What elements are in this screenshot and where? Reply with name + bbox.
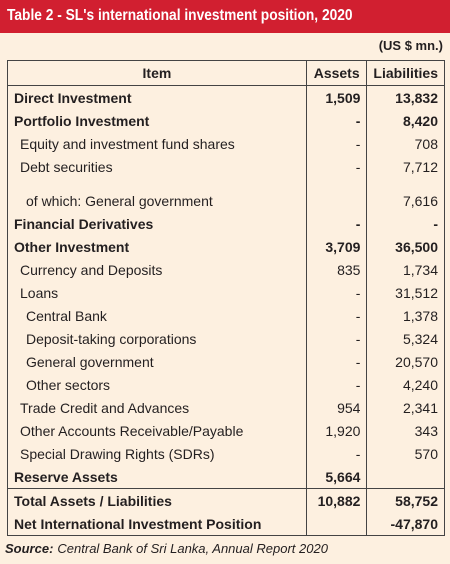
column-header: Item bbox=[7, 60, 307, 86]
row-label: Deposit-taking corporations bbox=[7, 327, 307, 350]
source-text: Central Bank of Sri Lanka, Annual Report… bbox=[57, 541, 328, 556]
cell-value: 1,378 bbox=[366, 304, 445, 327]
table-row: Other sectors -4,240 bbox=[7, 373, 445, 396]
row-label: Trade Credit and Advances bbox=[7, 396, 307, 419]
cell-value bbox=[305, 512, 368, 536]
source: Source: Central Bank of Sri Lanka, Annual… bbox=[5, 541, 328, 556]
row-label: Reserve Assets bbox=[7, 465, 307, 489]
row-label: Equity and investment fund shares bbox=[7, 132, 307, 155]
cell-value: 36,500 bbox=[366, 235, 445, 258]
cell-value: 58,752 bbox=[366, 488, 445, 512]
cell-value: -47,870 bbox=[366, 512, 445, 536]
cell-value: - bbox=[305, 442, 368, 465]
row-label: Net International Investment Position bbox=[7, 512, 307, 536]
cell-value bbox=[366, 465, 445, 489]
table-row: Financial Derivatives - - bbox=[7, 212, 445, 235]
cell-value: 5,664 bbox=[305, 465, 368, 489]
cell-value: - bbox=[305, 327, 368, 350]
cell-value: 8,420 bbox=[366, 109, 445, 132]
cell-value: 1,920 bbox=[305, 419, 368, 442]
column-header: Assets bbox=[305, 60, 368, 86]
cell-value: 570 bbox=[366, 442, 445, 465]
table-row: Trade Credit and Advances 954 2,341 bbox=[7, 396, 445, 419]
cell-value: 13,832 bbox=[366, 85, 445, 109]
row-label: Central Bank bbox=[7, 304, 307, 327]
cell-value: 5,324 bbox=[366, 327, 445, 350]
row-label: Other Accounts Receivable/Payable bbox=[7, 419, 307, 442]
cell-value: - bbox=[305, 350, 368, 373]
row-label: Direct Investment bbox=[7, 85, 307, 109]
cell-value: 20,570 bbox=[366, 350, 445, 373]
cell-value: 7,616 bbox=[366, 178, 445, 212]
row-label: Other sectors bbox=[7, 373, 307, 396]
row-label: Loans bbox=[7, 281, 307, 304]
table-row: Equity and investment fund shares -708 bbox=[7, 132, 445, 155]
table-row: Loans -31,512 bbox=[7, 281, 445, 304]
cell-value: 343 bbox=[366, 419, 445, 442]
table-row: General government -20,570 bbox=[7, 350, 445, 373]
table-row: Other Investment 3,709 36,500 bbox=[7, 235, 445, 258]
cell-value: - bbox=[305, 109, 368, 132]
table: Item Assets Liabilities Direct Investmen… bbox=[7, 60, 445, 536]
header-row: Item Assets Liabilities bbox=[7, 60, 445, 86]
table-row: Direct Investment 1,509 13,832 bbox=[7, 85, 445, 109]
row-label: Portfolio Investment bbox=[7, 109, 307, 132]
title-bar: Table 2 - SL's international investment … bbox=[0, 0, 450, 33]
row-label: Debt securities bbox=[7, 155, 307, 178]
row-label: Special Drawing Rights (SDRs) bbox=[7, 442, 307, 465]
row-label: Financial Derivatives bbox=[7, 212, 307, 235]
table-row: Total Assets / Liabilities 10,882 58,752 bbox=[7, 488, 445, 512]
row-label: Currency and Deposits bbox=[7, 258, 307, 281]
row-label: Total Assets / Liabilities bbox=[7, 488, 307, 512]
cell-value: 708 bbox=[366, 132, 445, 155]
table-row: of which: General government 7,616 bbox=[7, 178, 445, 212]
table-row: Other Accounts Receivable/Payable 1,920 34… bbox=[7, 419, 445, 442]
table-row: Reserve Assets 5,664 bbox=[7, 465, 445, 489]
row-label: of which: General government bbox=[7, 178, 307, 212]
cell-value: - bbox=[305, 281, 368, 304]
cell-value: 3,709 bbox=[305, 235, 368, 258]
cell-value bbox=[305, 178, 368, 212]
cell-value: 7,712 bbox=[366, 155, 445, 178]
cell-value: 4,240 bbox=[366, 373, 445, 396]
title: Table 2 - SL's international investment … bbox=[7, 7, 353, 24]
cell-value: - bbox=[305, 155, 368, 178]
column-header: Liabilities bbox=[366, 60, 445, 86]
table-row: Central Bank -1,378 bbox=[7, 304, 445, 327]
cell-value: 835 bbox=[305, 258, 368, 281]
table-row: Currency and Deposits 835 1,734 bbox=[7, 258, 445, 281]
cell-value: - bbox=[305, 373, 368, 396]
cell-value: 954 bbox=[305, 396, 368, 419]
row-label: General government bbox=[7, 350, 307, 373]
cell-value: - bbox=[305, 304, 368, 327]
cell-value: - bbox=[366, 212, 445, 235]
cell-value: 1,734 bbox=[366, 258, 445, 281]
table-row: Debt securities -7,712 bbox=[7, 155, 445, 178]
table-row: Deposit-taking corporations -5,324 bbox=[7, 327, 445, 350]
source-label: Source: bbox=[5, 541, 54, 556]
unit: (US $ mn.) bbox=[378, 38, 443, 53]
table-row: Net International Investment Position -47… bbox=[7, 512, 445, 536]
cell-value: - bbox=[305, 212, 368, 235]
table-row: Portfolio Investment -8,420 bbox=[7, 109, 445, 132]
table-row: Special Drawing Rights (SDRs) -570 bbox=[7, 442, 445, 465]
cell-value: 1,509 bbox=[305, 85, 368, 109]
table-body: Direct Investment 1,509 13,832 Portfolio In… bbox=[7, 85, 445, 536]
cell-value: - bbox=[305, 132, 368, 155]
cell-value: 31,512 bbox=[366, 281, 445, 304]
cell-value: 10,882 bbox=[305, 488, 368, 512]
cell-value: 2,341 bbox=[366, 396, 445, 419]
row-label: Other Investment bbox=[7, 235, 307, 258]
